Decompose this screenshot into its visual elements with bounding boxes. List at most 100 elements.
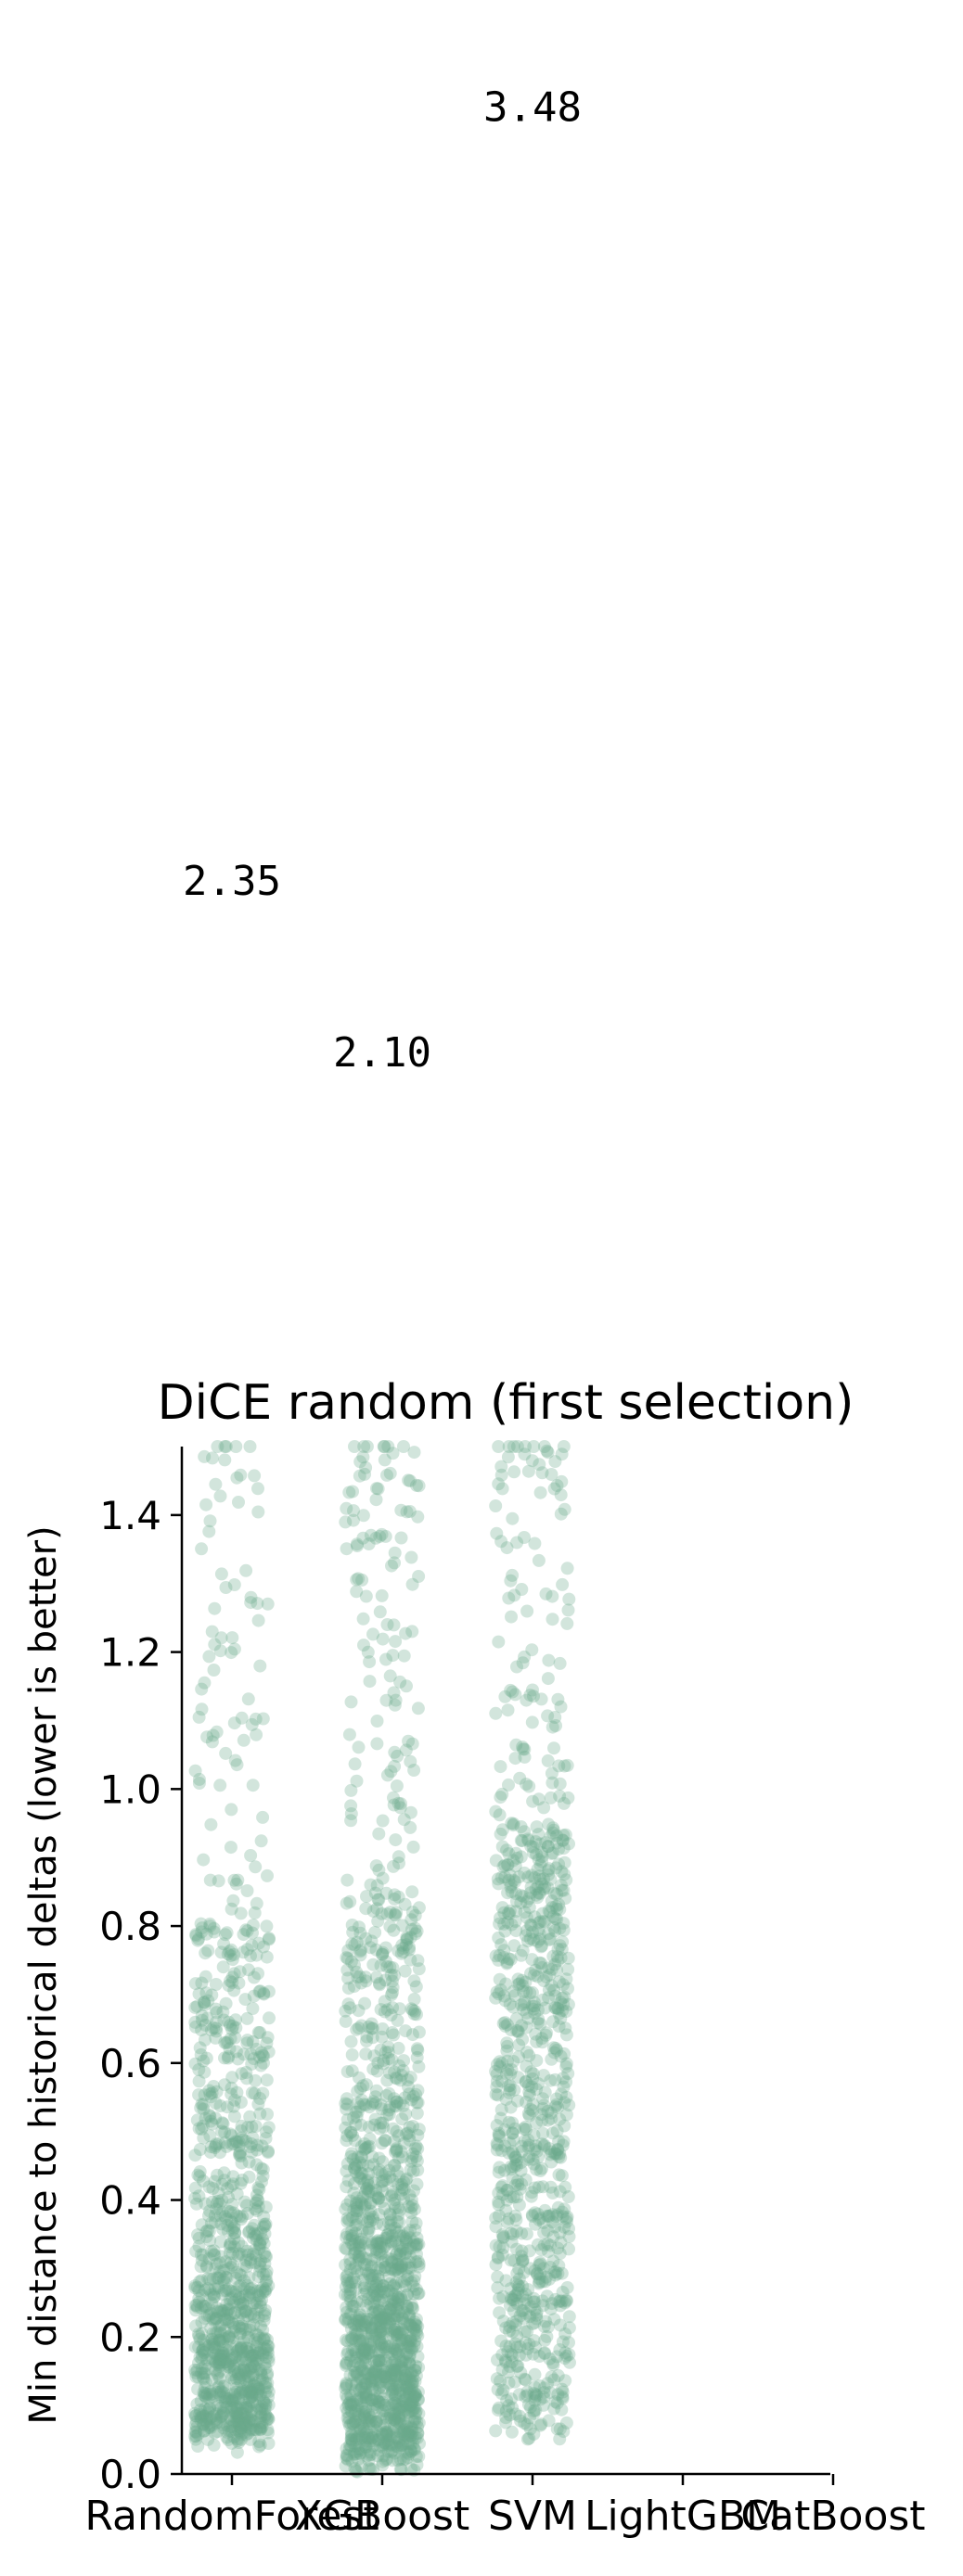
data-point [347, 2318, 361, 2331]
data-point [250, 2193, 264, 2207]
data-point [223, 2297, 237, 2311]
data-point [350, 2110, 364, 2123]
data-point [205, 2338, 219, 2351]
data-point [263, 2011, 276, 2025]
data-point [227, 2239, 241, 2253]
data-point [498, 1690, 512, 1703]
data-point [210, 2257, 224, 2271]
data-point [244, 2362, 257, 2376]
data-point [259, 2303, 273, 2317]
data-point [258, 2284, 272, 2298]
data-point [227, 2401, 241, 2415]
data-point [225, 2087, 238, 2101]
data-point [202, 2339, 216, 2353]
data-point [538, 2001, 552, 2015]
data-point [217, 2386, 230, 2400]
data-point [225, 2348, 239, 2362]
data-point [200, 2417, 214, 2431]
data-point [239, 2135, 253, 2149]
data-point [244, 1949, 257, 1963]
max-outlier-label: 3.48 [483, 83, 582, 131]
data-point [238, 2387, 252, 2401]
data-point [205, 1625, 219, 1639]
data-point [523, 2102, 537, 2116]
data-point [225, 1970, 239, 1984]
data-point [256, 2267, 270, 2281]
data-point [225, 2404, 239, 2417]
data-point [341, 2174, 355, 2187]
data-point [373, 2122, 387, 2136]
data-point [217, 2355, 231, 2369]
data-point [251, 2098, 265, 2111]
data-point [207, 2289, 221, 2303]
data-point [225, 2214, 238, 2228]
data-point [257, 2049, 271, 2063]
data-point [217, 2166, 231, 2180]
data-point [196, 2408, 210, 2422]
data-point [204, 2410, 218, 2424]
data-point [239, 2428, 253, 2442]
data-point [213, 1489, 227, 1503]
data-point [212, 2372, 226, 2386]
data-point [512, 2262, 526, 2276]
data-point [261, 1868, 274, 1882]
data-point [372, 1863, 386, 1877]
data-point [258, 2226, 272, 2240]
data-point [247, 1970, 261, 1984]
data-point [251, 2194, 265, 2208]
data-point [224, 2238, 238, 2251]
data-point [506, 1511, 520, 1525]
data-point [493, 2239, 507, 2253]
data-point [226, 2394, 239, 2408]
data-point [241, 1692, 255, 1706]
data-point [259, 2200, 273, 2214]
data-point [254, 2366, 268, 2380]
data-point [396, 2150, 410, 2164]
data-point [556, 1935, 570, 1949]
data-point [526, 2072, 539, 2085]
data-point [232, 2372, 246, 2386]
data-point [188, 2406, 201, 2420]
x-tick-label: CatBoost [740, 2493, 925, 2540]
data-point [262, 1932, 276, 1946]
data-point [217, 2332, 231, 2345]
data-point [218, 1928, 232, 1942]
data-point [201, 2272, 215, 2286]
data-point [253, 2236, 267, 2250]
data-point [240, 2011, 254, 2025]
data-point [253, 2331, 267, 2345]
data-point [398, 2371, 412, 2385]
data-point [212, 2352, 226, 2366]
data-point [241, 2345, 255, 2359]
data-point [245, 2356, 259, 2370]
data-point [205, 1735, 219, 1749]
data-point [200, 2309, 214, 2322]
data-point [233, 2298, 247, 2312]
data-point [259, 2267, 273, 2281]
data-point [380, 1468, 393, 1482]
data-point [203, 2284, 217, 2297]
data-point [490, 2068, 504, 2082]
data-point [503, 2340, 517, 2353]
data-point [367, 2334, 381, 2348]
data-point [197, 2346, 211, 2360]
data-point [376, 2218, 390, 2232]
data-point [558, 1502, 571, 1516]
data-point [232, 2424, 245, 2438]
data-point [404, 1550, 418, 1564]
data-point [219, 1996, 233, 2010]
data-point [225, 2353, 238, 2367]
data-point [225, 2330, 239, 2344]
data-point [366, 2268, 379, 2282]
data-point [489, 1804, 503, 1818]
data-point [195, 1542, 209, 1556]
data-point [205, 1988, 219, 2002]
data-point [239, 2401, 253, 2414]
x-tick-label: XGBoost [295, 2493, 469, 2540]
data-point [250, 2386, 264, 2400]
data-point [218, 2324, 232, 2338]
data-point [245, 1717, 259, 1731]
data-point [241, 2345, 255, 2359]
data-point [245, 2120, 259, 2134]
